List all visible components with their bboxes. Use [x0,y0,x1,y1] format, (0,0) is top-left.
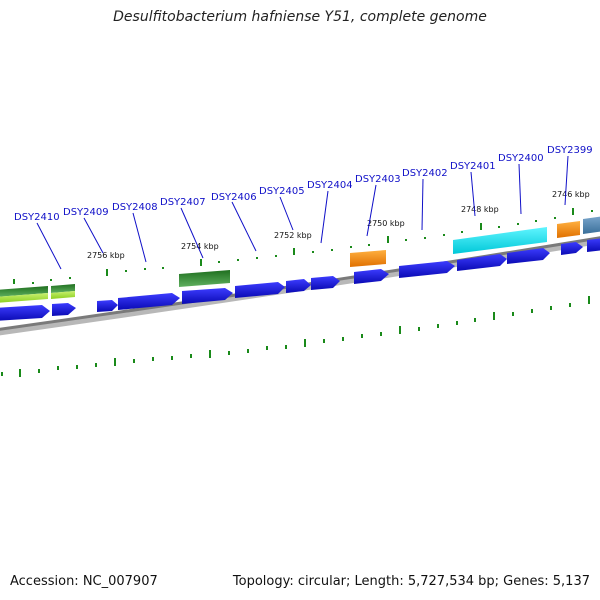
gene-arrow[interactable] [97,300,118,312]
gene-labels: DSY2410 DSY2409 DSY2408 DSY2407 DSY2406 … [14,145,593,223]
gene-label-dsy2404[interactable]: DSY2404 [307,180,353,191]
gene-arrow[interactable] [399,261,455,278]
gene-label-dsy2410[interactable]: DSY2410 [14,212,60,223]
gene-arrow[interactable] [561,242,583,255]
gene-arrow[interactable] [286,279,311,293]
gene-arrow[interactable] [182,288,233,304]
gene-label-dsy2407[interactable]: DSY2407 [160,197,206,208]
gene-label-dsy2406[interactable]: DSY2406 [211,192,257,203]
upper-scale [13,208,593,284]
gene-label-dsy2399[interactable]: DSY2399 [547,145,593,156]
gene-arrow[interactable] [587,238,600,252]
feature-steel-blue [583,216,600,234]
gene-arrow[interactable] [235,282,285,298]
gene-arrow[interactable] [52,303,76,316]
lower-scale [1,296,590,377]
genome-summary: Topology: circular; Length: 5,727,534 bp… [232,574,590,589]
scale-labels: 2756 kbp 2754 kbp 2752 kbp 2750 kbp 2748… [87,190,590,260]
feature-dark-green [179,270,230,287]
feature-dark-green [0,286,48,297]
gene-label-dsy2402[interactable]: DSY2402 [402,168,448,179]
feature-light-green [51,291,75,299]
kbp-label: 2748 kbp [461,205,499,214]
kbp-label: 2750 kbp [367,219,405,228]
kbp-label: 2756 kbp [87,251,125,260]
gene-arrow[interactable] [457,254,507,271]
gene-label-dsy2401[interactable]: DSY2401 [450,161,496,172]
feature-track [0,216,600,303]
gene-label-dsy2400[interactable]: DSY2400 [498,153,544,164]
gene-arrow[interactable] [0,305,50,321]
feature-light-green [0,293,48,303]
gene-arrow[interactable] [507,248,550,264]
feature-cyan [453,227,547,254]
gene-arrow[interactable] [354,269,389,284]
gene-track [0,238,600,321]
gene-arrow[interactable] [118,293,180,310]
gene-arrow[interactable] [311,276,340,290]
kbp-label: 2754 kbp [181,242,219,251]
kbp-label: 2746 kbp [552,190,590,199]
label-leaders [36,155,569,270]
gene-label-dsy2408[interactable]: DSY2408 [112,202,158,213]
feature-orange [350,250,386,267]
gene-label-dsy2403[interactable]: DSY2403 [355,174,401,185]
gene-label-dsy2409[interactable]: DSY2409 [63,207,109,218]
kbp-label: 2752 kbp [274,231,312,240]
feature-orange [557,221,580,238]
map-title: Desulfitobacterium hafniense Y51, comple… [113,9,487,25]
accession-label: Accession: NC_007907 [10,574,158,589]
gene-label-dsy2405[interactable]: DSY2405 [259,186,305,197]
feature-dark-green [51,284,75,293]
